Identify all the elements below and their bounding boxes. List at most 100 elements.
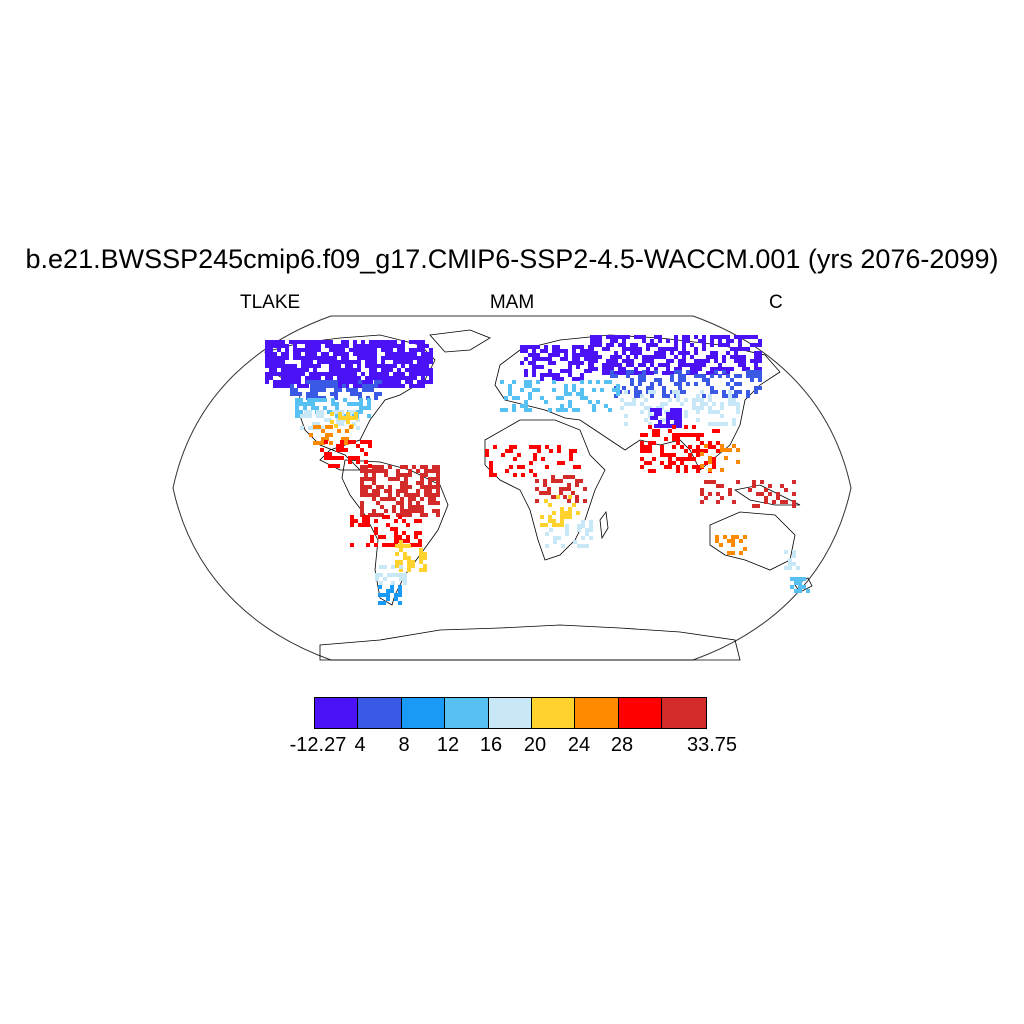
field-cell — [345, 352, 349, 356]
field-cell — [369, 352, 373, 356]
field-cell — [754, 367, 758, 371]
field-cell — [600, 388, 604, 392]
field-cell — [285, 380, 289, 384]
field-cell — [552, 345, 556, 349]
field-cell — [432, 485, 436, 489]
field-cell — [672, 461, 676, 465]
field-cell — [642, 335, 646, 339]
field-cell — [357, 364, 361, 368]
field-cell — [706, 371, 710, 375]
field-cell — [383, 577, 387, 581]
field-cell — [696, 433, 700, 437]
field-cell — [335, 406, 339, 410]
field-cell — [670, 351, 674, 355]
field-cell — [407, 544, 411, 548]
field-cell — [404, 489, 408, 493]
field-cell — [397, 372, 401, 376]
field-cell — [329, 348, 333, 352]
field-cell — [718, 335, 722, 339]
field-cell — [345, 356, 349, 360]
field-cell — [560, 349, 564, 353]
field-cell — [750, 359, 754, 363]
field-cell — [265, 372, 269, 376]
field-cell — [301, 348, 305, 352]
field-cell — [736, 402, 740, 406]
field-cell — [385, 376, 389, 380]
field-cell — [301, 372, 305, 376]
field-cell — [552, 519, 556, 523]
field-cell — [580, 377, 584, 381]
field-cell — [362, 523, 366, 527]
field-cell — [376, 485, 380, 489]
field-cell — [401, 356, 405, 360]
field-cell — [670, 408, 674, 412]
field-cell — [424, 489, 428, 493]
field-cell — [403, 581, 407, 585]
field-cell — [334, 384, 338, 388]
field-cell — [382, 593, 386, 597]
field-cell — [334, 380, 338, 384]
field-cell — [524, 373, 528, 377]
field-cell — [580, 388, 584, 392]
field-cell — [305, 384, 309, 388]
field-cell — [555, 479, 559, 483]
field-cell — [646, 386, 650, 390]
field-cell — [674, 370, 678, 374]
field-cell — [524, 384, 528, 388]
field-cell — [567, 483, 571, 487]
field-cell — [409, 348, 413, 352]
field-cell — [536, 388, 540, 392]
field-cell — [714, 335, 718, 339]
field-cell — [690, 363, 694, 367]
field-cell — [419, 548, 423, 552]
field-cell — [341, 356, 345, 360]
field-cell — [622, 371, 626, 375]
field-cell — [400, 489, 404, 493]
field-cell — [543, 491, 547, 495]
field-cell — [381, 344, 385, 348]
field-cell — [423, 564, 427, 568]
field-cell — [652, 429, 656, 433]
field-cell — [732, 444, 736, 448]
field-cell — [374, 527, 378, 531]
field-cell — [374, 392, 378, 396]
field-cell — [602, 367, 606, 371]
field-cell — [589, 528, 593, 532]
field-cell — [356, 444, 360, 448]
field-cell — [509, 465, 513, 469]
field-cell — [361, 348, 365, 352]
field-cell — [305, 356, 309, 360]
field-cell — [386, 589, 390, 593]
field-cell — [378, 585, 382, 589]
field-cell — [658, 335, 662, 339]
field-cell — [368, 493, 372, 497]
field-cell — [660, 445, 664, 449]
field-cell — [504, 408, 508, 412]
field-cell — [708, 422, 712, 426]
field-cell — [700, 390, 704, 394]
field-cell — [694, 374, 698, 378]
field-cell — [712, 465, 716, 469]
field-cell — [309, 372, 313, 376]
field-cell — [560, 408, 564, 412]
field-cell — [532, 349, 536, 353]
field-cell — [556, 353, 560, 357]
field-cell — [340, 456, 344, 460]
field-cell — [616, 384, 620, 388]
field-cell — [536, 365, 540, 369]
field-cell — [549, 449, 553, 453]
field-cell — [377, 384, 381, 388]
field-cell — [407, 564, 411, 568]
field-cell — [696, 453, 700, 457]
field-cell — [367, 406, 371, 410]
field-cell — [662, 394, 666, 398]
field-cell — [544, 373, 548, 377]
field-cell — [556, 349, 560, 353]
field-cell — [373, 368, 377, 372]
field-cell — [403, 577, 407, 581]
field-cell — [590, 347, 594, 351]
field-cell — [540, 365, 544, 369]
field-cell — [348, 456, 352, 460]
field-cell — [313, 340, 317, 344]
field-cell — [388, 485, 392, 489]
